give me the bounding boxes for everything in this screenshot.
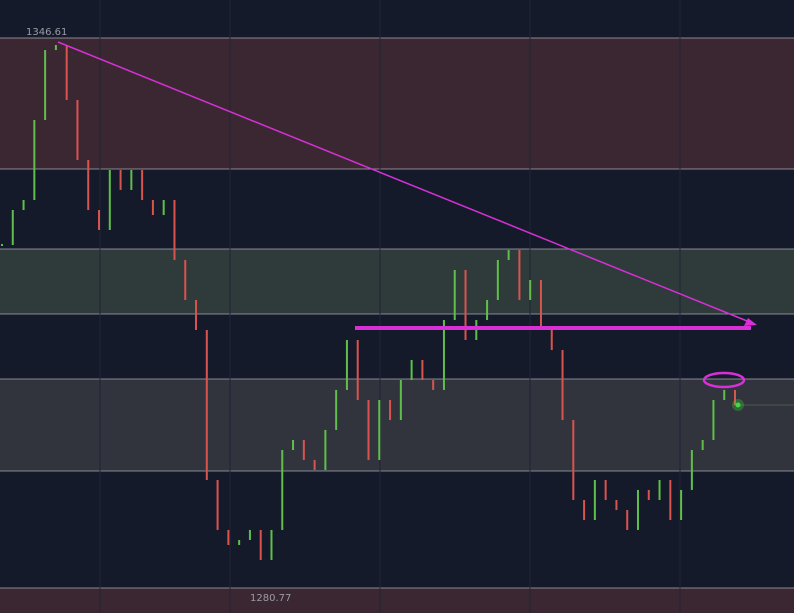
zone	[0, 38, 794, 169]
zone	[0, 379, 794, 471]
price-bar	[65, 45, 68, 100]
price-bar	[108, 169, 111, 230]
price-bar	[680, 489, 683, 521]
zone	[0, 588, 794, 613]
price-bar	[550, 329, 553, 351]
price-bar	[636, 489, 639, 530]
price-bar	[529, 280, 532, 300]
trend-line	[57, 41, 753, 324]
price-bar	[561, 350, 564, 421]
price-bar	[184, 259, 187, 300]
price-bar	[464, 269, 467, 340]
price-bar	[119, 169, 122, 190]
price-bar	[389, 399, 392, 421]
price-bar	[432, 380, 435, 390]
price-bar	[626, 509, 629, 530]
price-bar	[647, 489, 650, 500]
price-bar	[367, 399, 370, 460]
price-bar	[151, 199, 154, 216]
price-bar	[141, 169, 144, 200]
price-bar	[1, 244, 3, 247]
price-bar	[44, 50, 47, 121]
price-bar	[227, 529, 230, 546]
price-bar	[572, 420, 575, 500]
price-bar	[669, 480, 672, 521]
price-bar	[496, 259, 499, 300]
price-bar	[410, 359, 413, 381]
price-bar	[313, 459, 316, 470]
price-bar	[378, 399, 381, 460]
price-bar	[593, 480, 596, 521]
price-bar	[173, 199, 176, 260]
price-bar	[11, 210, 14, 246]
price-bar	[356, 339, 359, 400]
price-bar	[216, 480, 219, 530]
price-bar	[723, 389, 726, 400]
zone	[0, 249, 794, 315]
price-bar	[270, 529, 273, 560]
price-bar	[475, 320, 478, 340]
price-bar	[324, 429, 327, 470]
price-bar	[98, 210, 101, 230]
highlight-ellipse	[702, 371, 746, 389]
price-bars	[1, 45, 794, 560]
low-label: 1280.77	[250, 593, 291, 604]
price-bar	[701, 439, 704, 451]
price-bar	[54, 45, 57, 51]
price-bar	[205, 329, 208, 481]
price-bar	[583, 499, 586, 521]
price-bar	[518, 250, 521, 300]
price-bar	[507, 250, 510, 260]
price-bar	[238, 539, 241, 546]
price-bar	[712, 399, 715, 440]
price-bar	[421, 359, 424, 381]
price-bar	[281, 450, 284, 530]
price-bar	[302, 439, 305, 460]
price-bar	[399, 380, 402, 421]
price-bar	[539, 280, 542, 330]
price-bar	[345, 339, 348, 390]
price-bar	[162, 199, 165, 216]
price-bar	[615, 499, 618, 510]
zones	[0, 37, 794, 613]
high-label: 1346.61	[26, 27, 67, 38]
price-bar	[690, 450, 693, 490]
price-bar	[453, 269, 456, 321]
trend-arrow	[744, 318, 757, 326]
price-bar	[604, 480, 607, 500]
price-bar	[22, 199, 25, 211]
price-bar	[734, 389, 736, 405]
last-price-dot	[735, 402, 741, 408]
price-bar	[76, 99, 79, 160]
price-bar	[33, 120, 36, 200]
price-bar	[335, 389, 338, 430]
price-bar	[259, 529, 262, 560]
price-bar	[658, 480, 661, 500]
price-bar	[195, 299, 198, 330]
price-bar	[130, 169, 133, 190]
vertical-grid	[99, 0, 681, 613]
price-bar	[442, 320, 445, 390]
price-bar	[292, 439, 295, 451]
price-bar	[248, 529, 251, 540]
price-bar	[486, 299, 489, 321]
price-bar	[87, 159, 90, 211]
